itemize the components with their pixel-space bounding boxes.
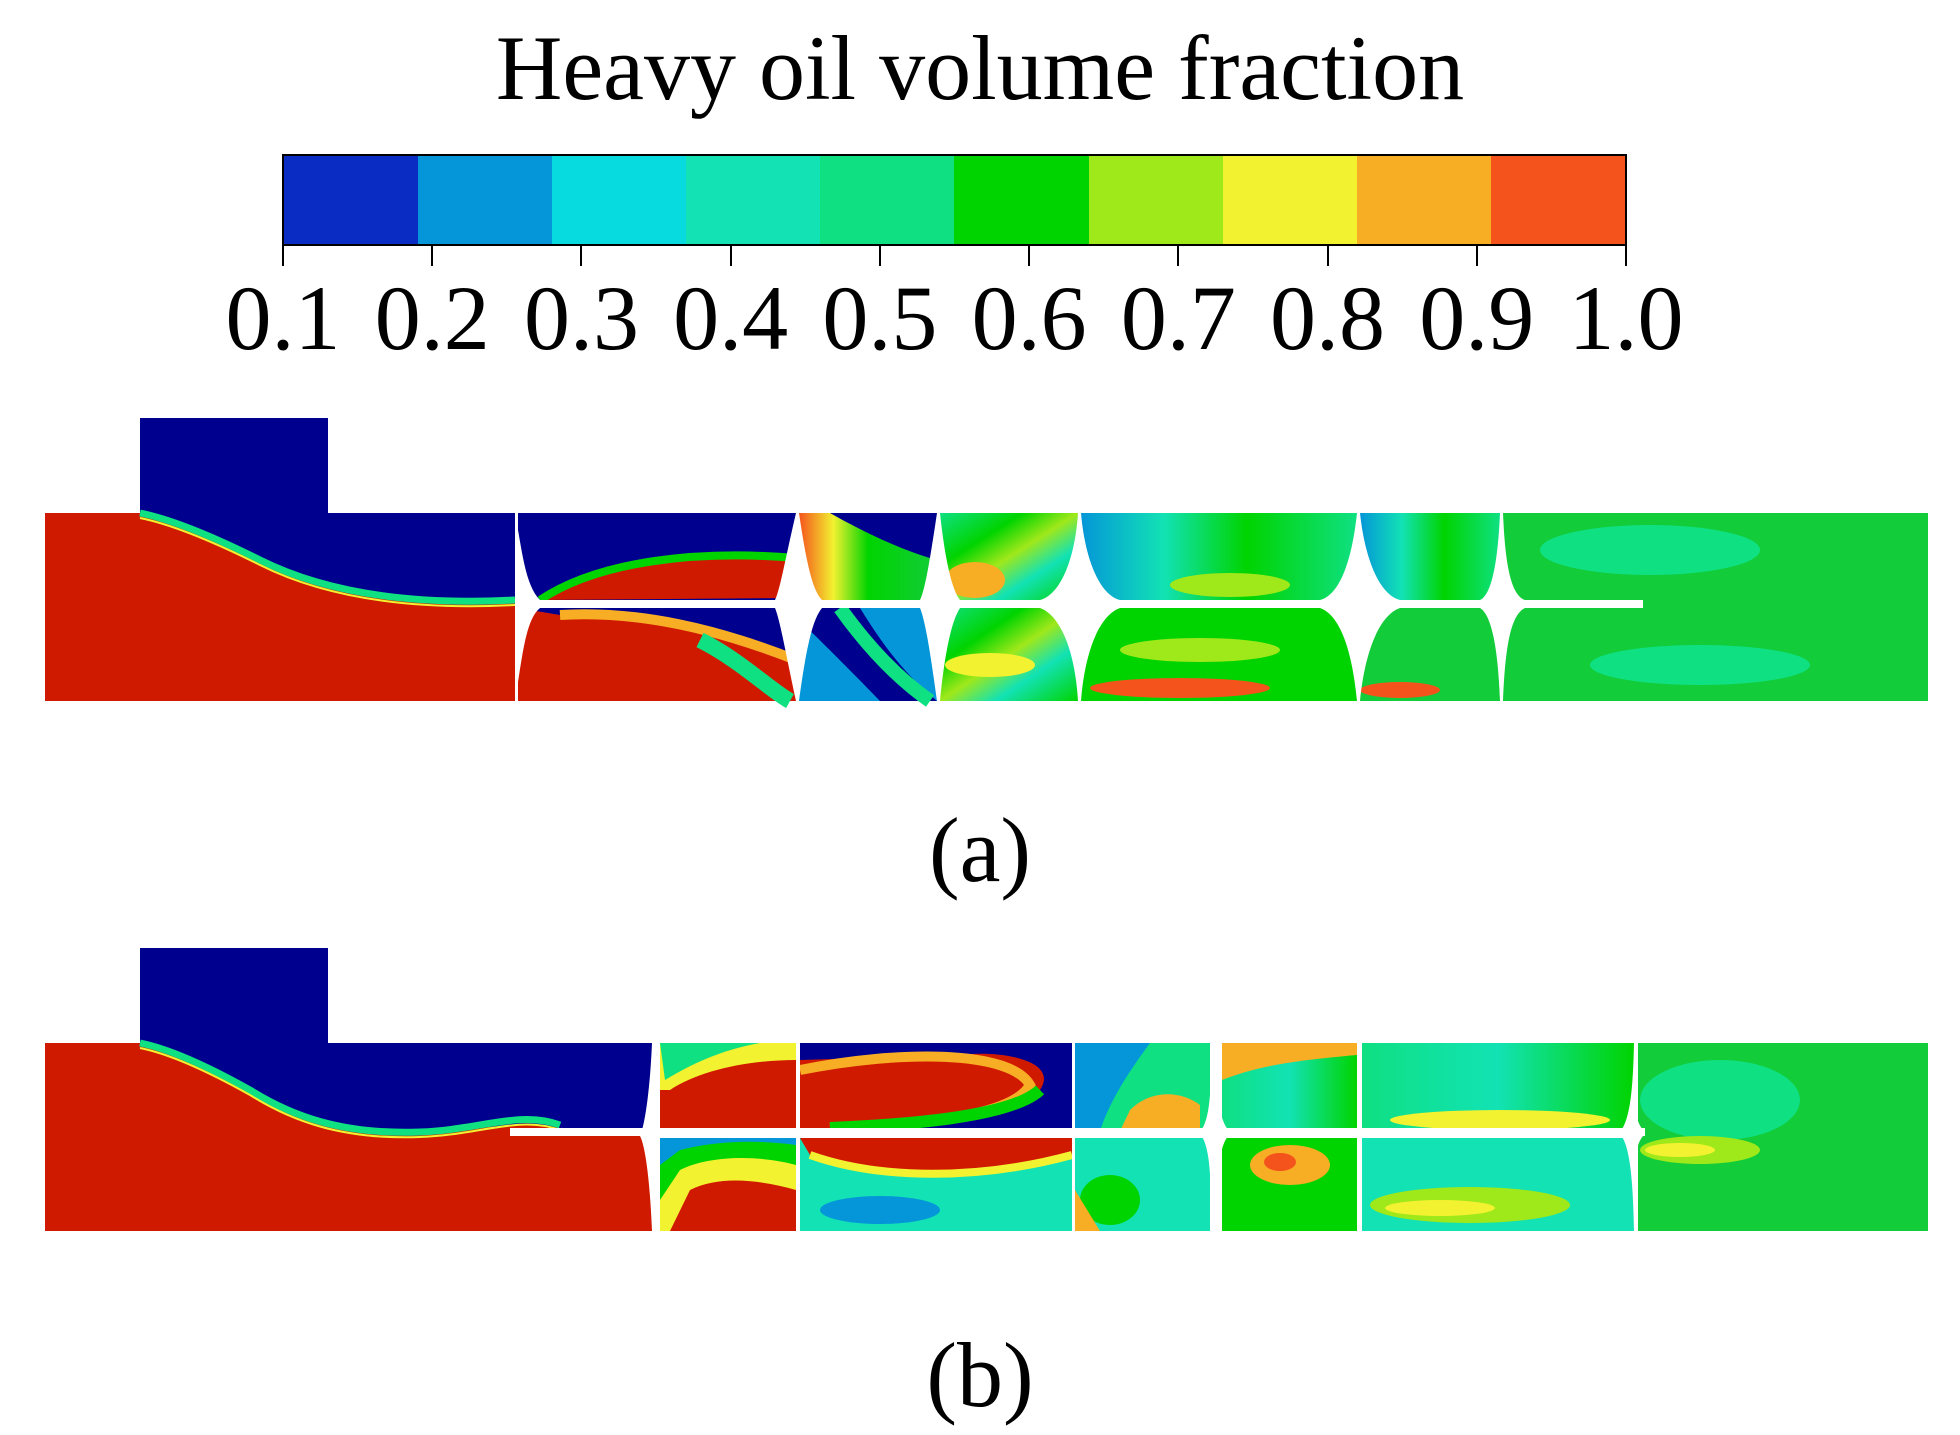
caption-a: (a) [928, 799, 1032, 901]
colorbar-tick-label: 0.9 [1419, 267, 1535, 369]
colorbar-tick-label: 0.3 [523, 267, 639, 369]
colorbar-tick [1625, 246, 1627, 266]
colorbar-tick [431, 246, 434, 266]
light-phase-region [140, 1043, 655, 1133]
colorbar-tick [729, 246, 732, 266]
colorbar-segment [820, 156, 955, 244]
colorbar-tick-label: 0.4 [673, 267, 789, 369]
colorbar-tick-label: 0.1 [225, 267, 341, 369]
contour-plot-a [45, 418, 1928, 709]
colorbar-tick [1475, 246, 1478, 266]
colorbar-tick [1028, 246, 1031, 266]
inlet-region [140, 948, 328, 1043]
colorbar-tick [1326, 246, 1329, 266]
colorbar-tick-labels: 0.1 0.2 0.3 0.4 0.5 0.6 0.7 0.8 0.9 1.0 [226, 267, 1684, 369]
interface-band [139, 509, 516, 605]
colorbar-tick [1177, 246, 1180, 266]
baffle-gaps [515, 513, 1643, 701]
colorbar-tick-label: 0.7 [1120, 267, 1236, 369]
colorbar-tick-label: 0.2 [374, 267, 490, 369]
colorbar-segment [1490, 156, 1625, 244]
colorbar-tick-label: 0.6 [971, 267, 1087, 369]
section-6-top [1360, 513, 1500, 601]
legend-title: Heavy oil volume fraction [495, 17, 1465, 119]
contour-panel-b [0, 940, 1960, 1240]
colorbar-tick [282, 246, 284, 266]
colorbar-tick [580, 246, 583, 266]
caption-b: (b) [926, 1324, 1034, 1426]
interface-band [139, 1039, 562, 1136]
colorbar-segment [1088, 156, 1223, 244]
inlet-region [140, 418, 328, 513]
colorbar-tick-label: 0.5 [822, 267, 938, 369]
baffle-gaps [510, 1043, 1645, 1231]
colorbar-segment [284, 156, 419, 244]
colorbar-tick-label: 0.8 [1270, 267, 1386, 369]
colorbar-segment [418, 156, 553, 244]
contour-plot-b [45, 948, 1928, 1231]
colorbar-segment [1222, 156, 1357, 244]
colorbar-tick-label: 1.0 [1568, 267, 1684, 369]
light-phase-region [140, 513, 515, 602]
colorbar-segment [1356, 156, 1491, 244]
colorbar-segment [954, 156, 1089, 244]
contour-panel-a [0, 410, 1960, 710]
colorbar [282, 154, 1627, 246]
colorbar-tick [878, 246, 881, 266]
colorbar-ticks [282, 246, 1627, 268]
colorbar-segment [552, 156, 687, 244]
colorbar-segment [686, 156, 821, 244]
